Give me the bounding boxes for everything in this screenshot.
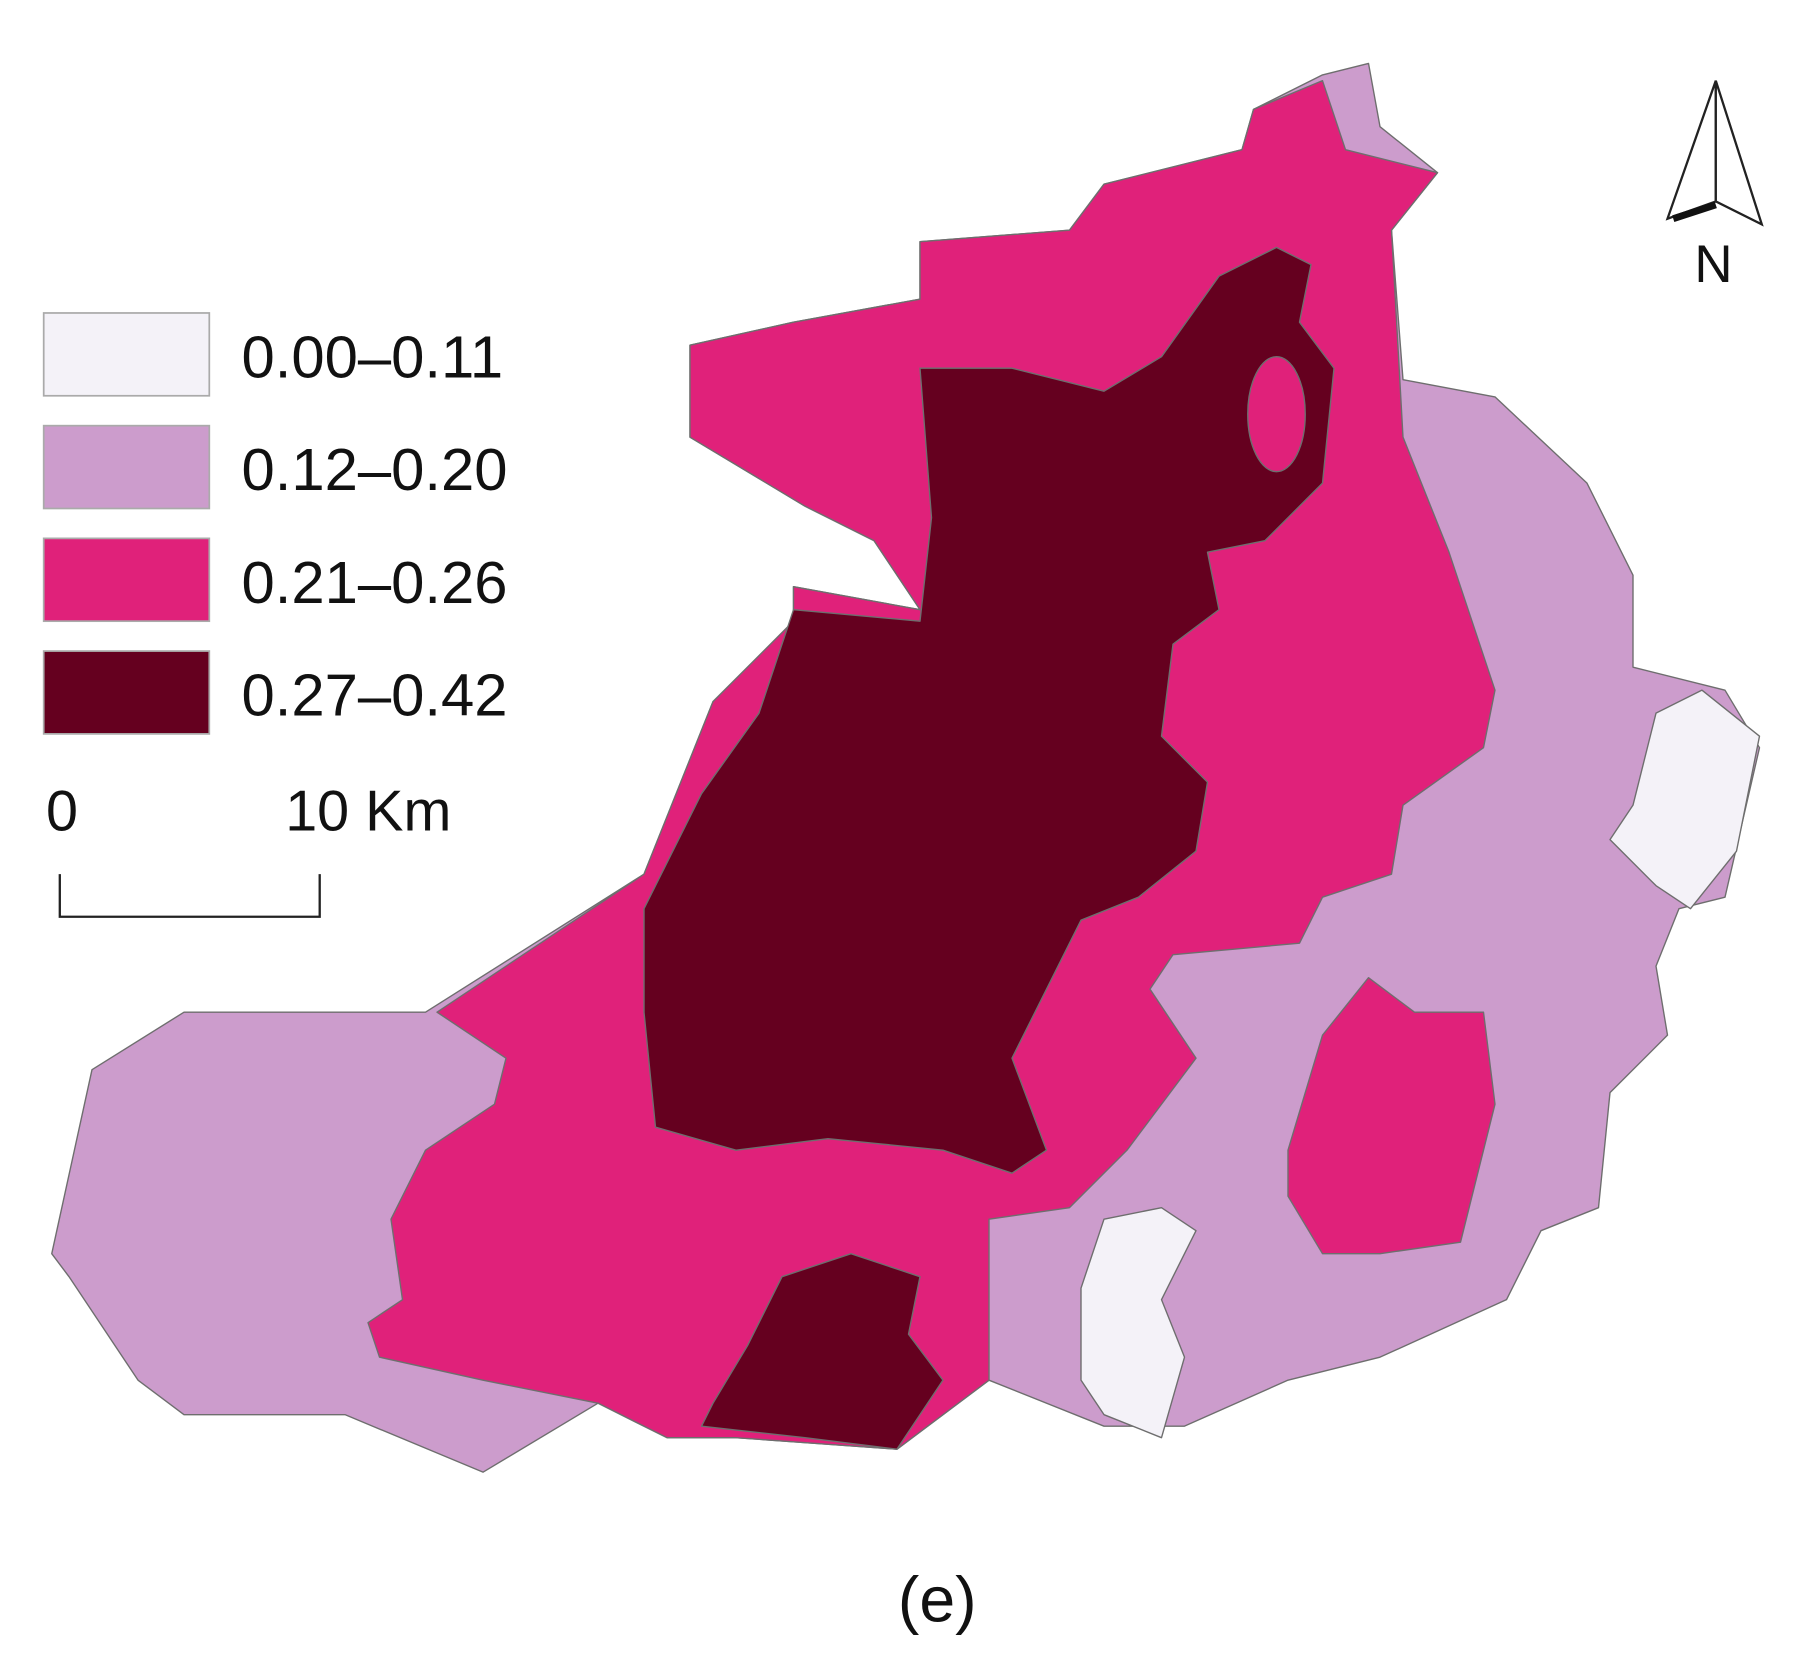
region-class-4 — [700, 1252, 944, 1450]
scale-bar: 0 10 Km — [46, 779, 451, 918]
region-class-3 — [1287, 976, 1496, 1255]
region-class-1 — [1609, 689, 1761, 910]
legend-label: 0.00–0.11 — [242, 323, 504, 390]
arrow-base — [1672, 201, 1717, 222]
caption: (e) — [898, 1564, 977, 1636]
legend-swatch — [42, 312, 211, 397]
legend: 0.00–0.11 0.12–0.20 0.21–0.26 0.27–0.42 — [42, 312, 508, 735]
legend-label: 0.21–0.26 — [242, 549, 508, 616]
north-arrow: N — [1665, 80, 1764, 294]
arrow-left — [1665, 80, 1717, 221]
legend-swatch — [42, 537, 211, 623]
region-class-3 — [1247, 355, 1306, 473]
north-label: N — [1694, 235, 1732, 294]
legend-swatch — [42, 424, 211, 510]
region-class-1 — [1080, 1206, 1197, 1439]
arrow-right — [1714, 80, 1764, 227]
scale-start-label: 0 — [46, 779, 78, 843]
scale-line — [58, 874, 321, 918]
legend-label: 0.27–0.42 — [242, 661, 508, 728]
legend-label: 0.12–0.20 — [242, 436, 508, 503]
scale-end-label: 10 Km — [285, 779, 451, 843]
map — [51, 62, 1761, 1473]
region-class-4 — [643, 246, 1335, 1174]
legend-swatch — [42, 650, 211, 735]
